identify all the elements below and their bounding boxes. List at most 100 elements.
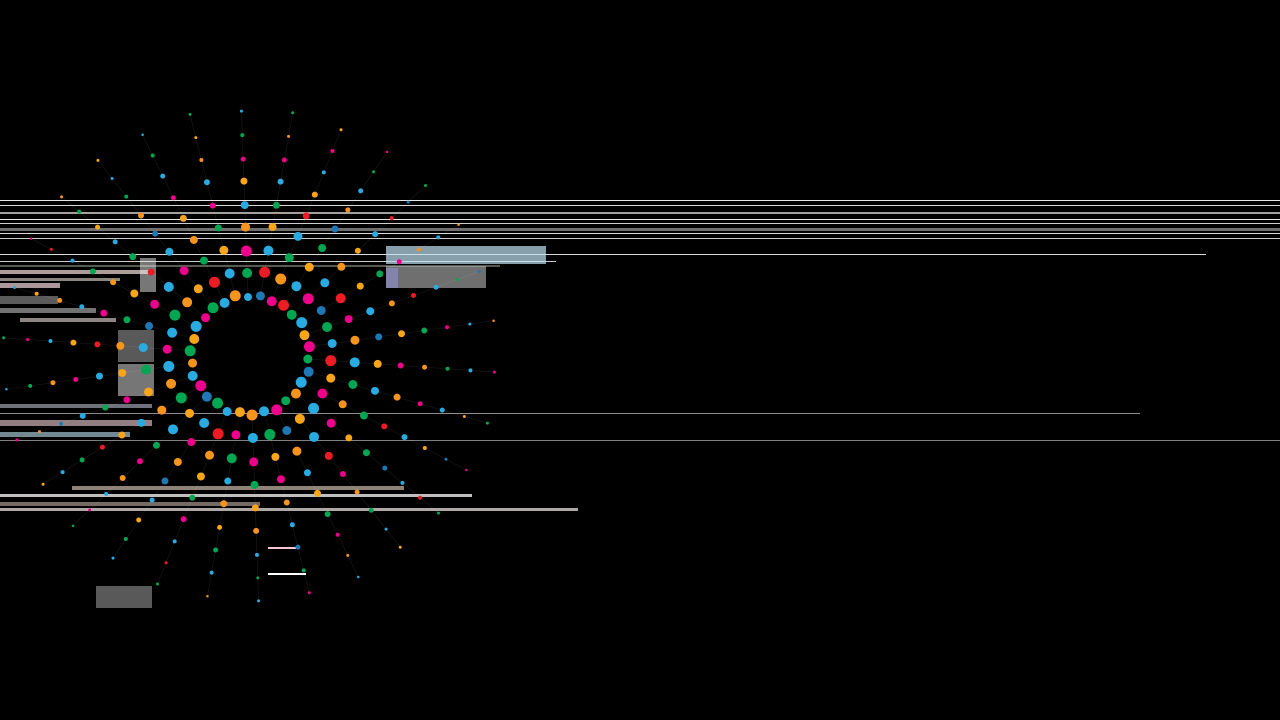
- data-point-dot[interactable]: [422, 364, 428, 370]
- data-point-dot[interactable]: [307, 591, 311, 595]
- data-point-dot[interactable]: [137, 418, 146, 427]
- data-point-dot[interactable]: [400, 480, 405, 485]
- data-point-dot[interactable]: [150, 299, 160, 309]
- data-point-dot[interactable]: [59, 421, 64, 426]
- data-point-dot[interactable]: [393, 393, 401, 401]
- data-point-dot[interactable]: [144, 387, 154, 397]
- data-point-dot[interactable]: [217, 524, 223, 530]
- data-point-dot[interactable]: [163, 360, 175, 372]
- data-point-dot[interactable]: [193, 284, 203, 294]
- data-point-dot[interactable]: [208, 276, 220, 288]
- data-point-dot[interactable]: [38, 430, 42, 434]
- data-point-dot[interactable]: [350, 335, 360, 345]
- data-point-dot[interactable]: [275, 273, 287, 285]
- data-point-dot[interactable]: [199, 417, 210, 428]
- data-point-dot[interactable]: [358, 188, 364, 194]
- data-point-dot[interactable]: [295, 544, 301, 550]
- data-point-dot[interactable]: [281, 396, 291, 406]
- data-point-dot[interactable]: [167, 327, 178, 338]
- data-point-dot[interactable]: [152, 230, 159, 237]
- data-point-dot[interactable]: [271, 452, 280, 461]
- data-point-dot[interactable]: [294, 413, 305, 424]
- data-point-dot[interactable]: [366, 307, 375, 316]
- data-point-dot[interactable]: [240, 133, 245, 138]
- data-point-dot[interactable]: [123, 396, 131, 404]
- data-point-dot[interactable]: [26, 337, 30, 341]
- data-point-dot[interactable]: [187, 438, 196, 447]
- data-point-dot[interactable]: [209, 202, 216, 209]
- data-point-dot[interactable]: [160, 173, 166, 179]
- data-point-dot[interactable]: [179, 214, 187, 222]
- data-point-dot[interactable]: [311, 191, 318, 198]
- data-point-dot[interactable]: [123, 537, 128, 542]
- data-point-dot[interactable]: [112, 239, 118, 245]
- data-point-dot[interactable]: [385, 150, 389, 154]
- data-point-dot[interactable]: [201, 391, 212, 402]
- data-point-dot[interactable]: [73, 376, 79, 382]
- data-point-dot[interactable]: [389, 216, 394, 221]
- data-point-dot[interactable]: [259, 266, 271, 278]
- data-point-dot[interactable]: [302, 212, 310, 220]
- data-point-dot[interactable]: [424, 184, 428, 187]
- data-point-dot[interactable]: [2, 336, 6, 340]
- data-point-dot[interactable]: [326, 373, 336, 383]
- data-point-dot[interactable]: [240, 201, 249, 210]
- data-point-dot[interactable]: [229, 290, 241, 302]
- data-point-dot[interactable]: [12, 285, 16, 289]
- data-point-dot[interactable]: [249, 457, 259, 467]
- data-point-dot[interactable]: [136, 458, 143, 465]
- data-point-dot[interactable]: [57, 297, 63, 303]
- data-point-dot[interactable]: [206, 595, 209, 598]
- data-point-dot[interactable]: [162, 344, 172, 354]
- data-point-dot[interactable]: [155, 582, 159, 586]
- data-point-dot[interactable]: [277, 178, 284, 185]
- data-point-dot[interactable]: [180, 516, 187, 523]
- data-point-dot[interactable]: [169, 309, 181, 321]
- data-point-dot[interactable]: [354, 247, 361, 254]
- data-point-dot[interactable]: [70, 339, 77, 346]
- data-point-dot[interactable]: [5, 387, 8, 391]
- data-point-dot[interactable]: [119, 474, 126, 481]
- data-point-dot[interactable]: [330, 149, 335, 154]
- data-point-dot[interactable]: [194, 136, 198, 140]
- data-point-dot[interactable]: [187, 370, 198, 381]
- data-point-dot[interactable]: [416, 247, 421, 252]
- data-point-dot[interactable]: [71, 524, 75, 528]
- data-point-dot[interactable]: [70, 258, 75, 263]
- data-point-dot[interactable]: [301, 568, 306, 573]
- data-point-dot[interactable]: [28, 383, 33, 388]
- data-point-dot[interactable]: [179, 266, 189, 276]
- data-point-dot[interactable]: [207, 302, 219, 314]
- data-point-dot[interactable]: [60, 195, 64, 199]
- data-point-dot[interactable]: [175, 392, 187, 404]
- data-point-dot[interactable]: [130, 289, 139, 298]
- data-point-dot[interactable]: [293, 231, 303, 241]
- data-point-dot[interactable]: [276, 475, 285, 484]
- data-point-dot[interactable]: [209, 570, 214, 575]
- data-point-dot[interactable]: [247, 432, 258, 443]
- data-point-dot[interactable]: [163, 281, 174, 292]
- data-point-dot[interactable]: [110, 279, 117, 286]
- data-point-dot[interactable]: [281, 157, 287, 163]
- data-point-dot[interactable]: [199, 157, 204, 162]
- data-point-dot[interactable]: [396, 259, 402, 265]
- data-point-dot[interactable]: [339, 470, 346, 477]
- data-point-dot[interactable]: [372, 231, 379, 238]
- data-point-dot[interactable]: [331, 225, 339, 233]
- data-point-dot[interactable]: [164, 561, 168, 565]
- data-point-dot[interactable]: [314, 489, 322, 497]
- data-point-dot[interactable]: [322, 321, 333, 332]
- data-point-dot[interactable]: [418, 495, 423, 500]
- data-point-dot[interactable]: [222, 407, 232, 417]
- data-point-dot[interactable]: [291, 111, 295, 115]
- data-point-dot[interactable]: [362, 449, 370, 457]
- data-point-dot[interactable]: [326, 418, 336, 428]
- data-point-dot[interactable]: [421, 327, 428, 334]
- data-point-dot[interactable]: [406, 200, 410, 204]
- data-point-dot[interactable]: [316, 305, 326, 315]
- data-point-dot[interactable]: [308, 402, 320, 414]
- data-point-dot[interactable]: [141, 133, 144, 137]
- data-point-dot[interactable]: [388, 300, 395, 307]
- data-point-dot[interactable]: [240, 156, 246, 162]
- data-point-dot[interactable]: [253, 527, 260, 534]
